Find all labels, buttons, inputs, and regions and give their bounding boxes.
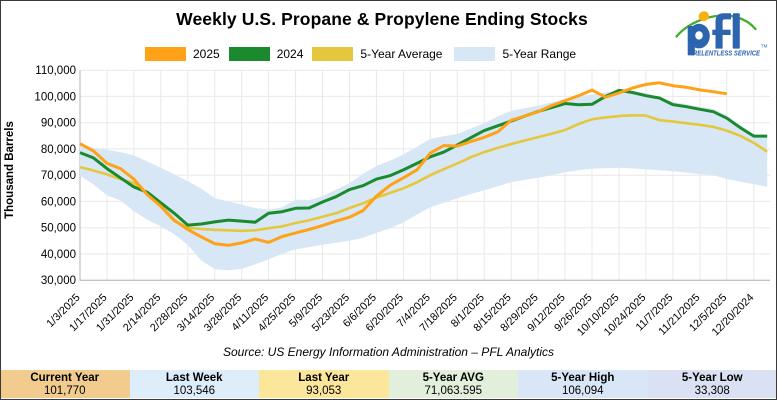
svg-text:RELENTLESS SERVICE: RELENTLESS SERVICE xyxy=(693,48,760,57)
svg-text:Thousand Barrels: Thousand Barrels xyxy=(4,121,16,219)
svg-text:TM: TM xyxy=(761,44,768,49)
svg-text:100,000: 100,000 xyxy=(34,91,76,103)
svg-text:30,000: 30,000 xyxy=(41,275,76,287)
svg-text:50,000: 50,000 xyxy=(41,223,76,235)
svg-text:110,000: 110,000 xyxy=(35,65,76,77)
svg-text:80,000: 80,000 xyxy=(41,144,76,156)
svg-text:70,000: 70,000 xyxy=(41,170,76,182)
svg-text:90,000: 90,000 xyxy=(41,118,76,130)
svg-text:40,000: 40,000 xyxy=(41,249,76,261)
svg-text:60,000: 60,000 xyxy=(41,196,76,208)
